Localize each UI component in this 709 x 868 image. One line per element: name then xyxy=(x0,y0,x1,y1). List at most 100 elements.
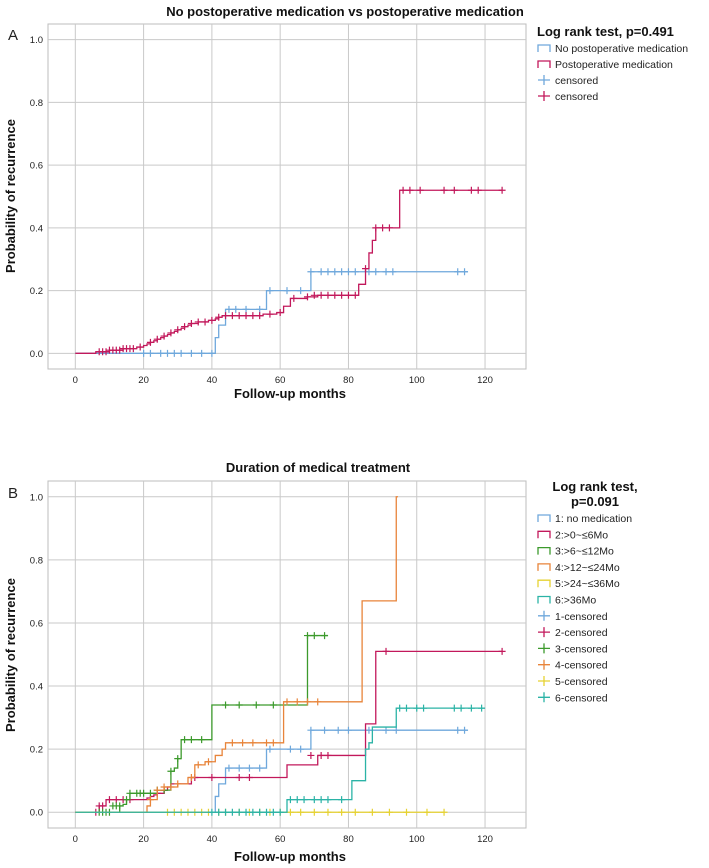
panel-a-series-2-censor-mark xyxy=(215,313,223,321)
panel-b-y-ticks: 0.0 0.2 0.4 0.6 0.8 1.0 xyxy=(30,492,43,818)
panel-b-series-6-censor-mark xyxy=(263,808,271,816)
panel-b-title: Duration of medical treatment xyxy=(226,460,411,475)
panel-b-series-3-censor-mark xyxy=(303,632,311,640)
panel-a-series-2-censor-mark xyxy=(303,293,311,301)
panel-a-series-2-censor-mark xyxy=(249,312,257,320)
panel-b-series-4-censor-mark xyxy=(187,774,195,782)
panel-b-series-6-censor-mark xyxy=(300,796,308,804)
panel-a-series-1-censor-mark xyxy=(187,349,195,357)
panel-a-series-2-censor-mark xyxy=(174,326,182,334)
panel-b-legend-label: 5:>24~≤36Mo xyxy=(555,578,620,590)
panel-b-series-1-censor-mark xyxy=(256,764,264,772)
panel-a-legend-line-icon xyxy=(537,60,551,68)
panel-a-series-1-censor-mark xyxy=(242,305,250,313)
panel-a-x-tick-label: 60 xyxy=(275,375,286,386)
panel-a-title: No postoperative medication vs postopera… xyxy=(166,4,524,19)
panel-b-series-2-censor-mark xyxy=(382,647,390,655)
panel-b-series-6-censor-mark xyxy=(242,808,250,816)
panel-a-series-1-censor-mark xyxy=(382,268,390,276)
panel-a-series-1-censor-mark xyxy=(208,349,216,357)
panel-b-series-6-censor-mark xyxy=(413,704,421,712)
panel-a-series-2-censor-mark xyxy=(372,224,380,232)
panel-b-series-1-line xyxy=(75,729,468,813)
panel-b-series-2-line xyxy=(75,650,503,813)
panel-a-x-axis-label: Follow-up months xyxy=(234,386,346,401)
panel-b-series-5-censor-mark xyxy=(297,808,305,816)
panel-b-legend-censor-icon xyxy=(538,627,550,638)
panel-a-series-2-censor-mark xyxy=(181,323,189,331)
panel-b-y-tick-label: 1.0 xyxy=(30,492,43,503)
panel-a: A No postoperative medication vs postope… xyxy=(3,4,688,401)
panel-b-y-tick-label: 0.8 xyxy=(30,555,43,566)
panel-a-series-1-censor-mark xyxy=(324,268,332,276)
panel-b-series-5-censor-mark xyxy=(385,808,393,816)
panel-b-legend: Log rank test, p=0.091 1: no medication 2… xyxy=(537,479,638,704)
panel-a-series-2-censor-mark xyxy=(136,343,144,351)
panel-b-series-1-censor-mark xyxy=(382,726,390,734)
panel-a-series-2-censor-mark xyxy=(310,291,318,299)
panel-b-series-4-censor-mark xyxy=(269,739,277,747)
panel-a-y-ticks: 0.0 0.2 0.4 0.6 0.8 1.0 xyxy=(30,35,43,360)
panel-b-legend-label: 5-censored xyxy=(555,676,608,688)
panel-a-series-2-censor-mark xyxy=(450,186,458,194)
panel-b-legend-censor-icon xyxy=(538,676,550,686)
panel-a-legend: Log rank test, p=0.491 No postoperative … xyxy=(537,24,688,103)
panel-b-series-4-censor-mark xyxy=(303,698,311,706)
panel-b-series-3-censor-mark xyxy=(116,802,124,810)
panel-b-x-tick-label: 40 xyxy=(207,834,218,845)
panel-b-series-1-censor-mark xyxy=(334,726,342,734)
panel-b-y-tick-label: 0.0 xyxy=(30,808,43,819)
panel-b-y-tick-label: 0.4 xyxy=(30,682,43,693)
panel-b-legend-line-icon xyxy=(537,579,551,588)
panel-a-legend-items: No postoperative medication Postoperative… xyxy=(537,43,688,103)
panel-b-series-6-censor-mark xyxy=(338,796,346,804)
panel-a-series-2-censor-mark xyxy=(338,291,346,299)
panel-b-series-6-censor-mark xyxy=(208,808,216,816)
panel-b-series-2-censor-mark xyxy=(307,751,315,759)
panel-a-series-1-censor-mark xyxy=(365,268,373,276)
panel-b-legend-label: 6-censored xyxy=(555,692,608,704)
panel-b-series-6-censor-mark xyxy=(450,704,458,712)
panel-b-series-5-censor-mark xyxy=(338,808,346,816)
panel-a-series-1-censor-mark xyxy=(232,305,240,313)
panel-a-series-2-censor-mark xyxy=(474,186,482,194)
panel-a-series-2-censor-mark xyxy=(276,309,284,317)
panel-b-y-axis-label: Probability of recurrence xyxy=(3,578,18,732)
panel-b-legend-line-icon xyxy=(537,530,551,539)
panel-b-legend-title-line1: Log rank test, xyxy=(552,479,637,494)
panel-b-series-3-censor-mark xyxy=(140,789,148,797)
panel-a-series-2-censor-mark xyxy=(467,186,475,194)
panel-b-series-3-censor-mark xyxy=(252,701,260,709)
panel-b-series-6-censor-mark xyxy=(317,796,325,804)
panel-a-series-2-censor-mark xyxy=(290,294,298,302)
panel-a-series-1-censor-mark xyxy=(454,268,462,276)
panel-a-letter: A xyxy=(8,27,18,44)
panel-a-series-2-censor-mark xyxy=(160,332,168,340)
panel-b-legend-title-line2: p=0.091 xyxy=(571,494,619,509)
panel-b-series-5-censor-mark xyxy=(324,808,332,816)
panel-a-legend-censor-icon xyxy=(538,75,550,85)
panel-a-plot-frame xyxy=(47,23,527,370)
panel-b-series-6-censor-mark xyxy=(478,704,486,712)
panel-a-series-2-censor-mark xyxy=(194,318,202,326)
panel-a-legend-label: censored xyxy=(555,91,598,103)
panel-b-letter: B xyxy=(8,485,18,502)
panel-b-series-3-censor-mark xyxy=(235,701,243,709)
panel-b-series-4-censor-mark xyxy=(146,796,154,804)
panel-b-series-4-censor-mark xyxy=(293,698,301,706)
panel-b-legend-line-icon xyxy=(537,546,551,555)
panel-b-series-3-censor-mark xyxy=(167,767,175,775)
panel-a-y-tick-label: 0.0 xyxy=(30,349,43,360)
panel-a-series-1-censor-mark xyxy=(140,349,148,357)
panel-b-series-2-censor-mark xyxy=(245,774,253,782)
panel-a-series-1-censor-mark xyxy=(283,287,291,295)
panel-b-legend-label: 3:>6~≤12Mo xyxy=(555,546,614,558)
panel-b-series-4-censor-mark xyxy=(204,758,212,766)
panel-a-series-1-censor-mark xyxy=(317,268,325,276)
panel-b-series-6-censor-mark xyxy=(324,796,332,804)
panel-a-series-2-censor-mark xyxy=(416,186,424,194)
panel-a-x-tick-label: 100 xyxy=(409,375,425,386)
panel-b-series-6-censor-mark xyxy=(293,796,301,804)
panel-b-series-3-censor-mark xyxy=(123,796,131,804)
